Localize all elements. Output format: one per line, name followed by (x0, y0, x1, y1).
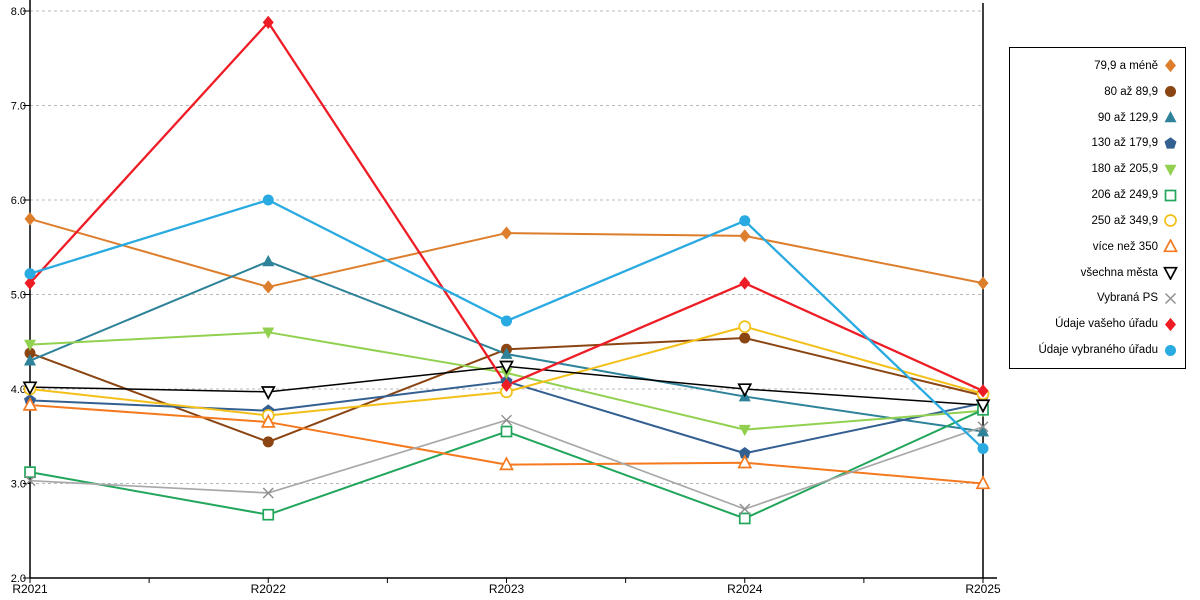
diamond-data-point-marker (262, 15, 274, 29)
diamond-data-point-marker (262, 280, 274, 294)
triangle-up-marker-icon (1163, 239, 1178, 253)
triangle-down-data-point-marker (24, 339, 36, 352)
triangle-down-data-point-marker (738, 424, 751, 437)
chart-legend: 79,9 a méně 80 až 89,9 90 až 129,9 130 až 1… (1009, 47, 1186, 369)
triangle-up-data-point-marker (24, 354, 36, 366)
legend-item: 80 až 89,9 (1010, 84, 1185, 100)
circle-data-point-marker (24, 347, 36, 359)
legend-item: Vybraná PS (1010, 290, 1185, 306)
triangle-down-marker-icon (1163, 266, 1178, 281)
x-data-point-marker (24, 475, 36, 487)
triangle-up-data-point-marker (975, 475, 991, 490)
y-tick-label: 5.0 (11, 290, 26, 302)
legend-item-label: více než 350 (1092, 240, 1158, 253)
legend-item-label: Vybraná PS (1097, 292, 1158, 305)
x-tick-label: R2024 (727, 582, 763, 596)
x-marker-icon (1165, 292, 1176, 304)
legend-item-label: 80 až 89,9 (1104, 85, 1158, 98)
triangle-down-data-point-marker (260, 386, 276, 401)
legend-item-label: všechna města (1080, 266, 1158, 279)
x-tick-label: R2025 (965, 582, 1001, 596)
triangle-up-data-point-marker (262, 254, 275, 267)
diamond-data-point-marker (501, 378, 512, 392)
legend-item: 180 až 205,9 (1010, 161, 1185, 177)
circle-data-point-marker (262, 436, 274, 448)
legend-item: 250 až 349,9 (1010, 213, 1185, 229)
triangle-down-marker-icon (1164, 164, 1177, 176)
triangle-down-data-point-marker (737, 383, 753, 398)
square-data-point-marker (738, 512, 751, 525)
triangle-down-data-point-marker (499, 360, 514, 375)
legend-item: více než 350 (1010, 239, 1185, 255)
triangle-down-data-point-marker (975, 399, 991, 414)
series-line (28, 21, 985, 393)
triangle-up-data-point-marker (22, 396, 38, 411)
circle-data-point-marker (977, 443, 989, 455)
diamond-data-point-marker (977, 384, 989, 398)
y-tick-label: 7.0 (11, 101, 26, 113)
circle-marker-icon (1164, 214, 1177, 228)
square-marker-icon (1164, 189, 1177, 201)
x-tick-label: R2022 (251, 582, 287, 596)
circle-data-point-marker (739, 332, 751, 344)
legend-item-label: 90 až 129,9 (1097, 111, 1158, 124)
x-data-point-marker (977, 421, 989, 433)
legend-item: všechna města (1010, 265, 1185, 281)
pentagon-marker-icon (1164, 137, 1177, 149)
legend-item-label: 206 až 249,9 (1091, 189, 1158, 202)
circle-marker-icon (1165, 86, 1176, 98)
circle-data-point-marker (501, 315, 512, 327)
triangle-up-data-point-marker (977, 425, 989, 437)
square-data-point-marker (262, 508, 275, 521)
circle-data-point-marker (738, 320, 752, 333)
legend-item: Údaje vašeho úřadu (1010, 316, 1185, 332)
diamond-data-point-marker (501, 226, 512, 240)
y-tick-label: 3.0 (11, 479, 26, 491)
square-data-point-marker (24, 466, 36, 479)
legend-item: 90 až 129,9 (1010, 110, 1185, 126)
diamond-data-point-marker (24, 276, 36, 290)
triangle-up-data-point-marker (260, 413, 276, 428)
triangle-down-data-point-marker (22, 381, 38, 396)
legend-item: Údaje vybraného úřadu (1010, 342, 1185, 358)
legend-item-label: 180 až 205,9 (1091, 163, 1158, 176)
circle-marker-icon (1165, 344, 1176, 356)
legend-item: 130 až 179,9 (1010, 135, 1185, 151)
diamond-data-point-marker (739, 276, 751, 290)
triangle-up-data-point-marker (500, 347, 513, 359)
legend-item-label: 130 až 179,9 (1091, 137, 1158, 150)
triangle-down-data-point-marker (262, 327, 275, 339)
circle-data-point-marker (262, 194, 274, 206)
x-data-point-marker (262, 487, 274, 499)
triangle-up-data-point-marker (737, 454, 753, 469)
y-tick-label: 8.0 (11, 6, 26, 18)
diamond-data-point-marker (739, 229, 751, 243)
legend-item-label: Údaje vašeho úřadu (1055, 318, 1158, 331)
legend-item: 206 až 249,9 (1010, 187, 1185, 203)
diamond-marker-icon (1165, 59, 1176, 73)
legend-item: 79,9 a méně (1010, 58, 1185, 74)
legend-item-label: Údaje vybraného úřadu (1038, 344, 1158, 357)
y-tick-label: 2.0 (11, 573, 26, 585)
circle-data-point-marker (739, 215, 751, 227)
circle-data-point-marker (24, 268, 36, 280)
square-data-point-marker (500, 425, 513, 438)
diamond-data-point-marker (24, 212, 36, 226)
legend-item-label: 250 až 349,9 (1091, 214, 1158, 227)
triangle-up-data-point-marker (499, 456, 514, 471)
series-line (29, 404, 984, 485)
y-tick-label: 4.0 (11, 384, 26, 396)
x-data-point-marker (501, 414, 512, 426)
y-tick-label: 6.0 (11, 195, 26, 207)
x-data-point-marker (739, 503, 751, 515)
triangle-up-marker-icon (1164, 111, 1177, 123)
x-tick-label: R2021 (12, 582, 48, 596)
legend-item-label: 79,9 a méně (1094, 59, 1158, 72)
pentagon-data-point-marker (738, 446, 751, 459)
diamond-data-point-marker (977, 276, 989, 290)
x-tick-label: R2023 (489, 582, 525, 596)
diamond-marker-icon (1165, 317, 1176, 331)
